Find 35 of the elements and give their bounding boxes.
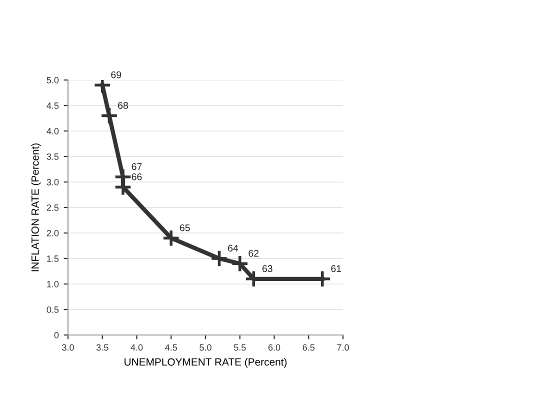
x-tick-label: 3.0 <box>62 344 74 351</box>
y-tick-label: 0 <box>54 332 59 338</box>
x-tick-label: 5.0 <box>200 344 212 351</box>
y-tick-label: 4.0 <box>46 128 59 134</box>
x-tick-label: 4.0 <box>130 344 143 351</box>
x-tick-label: 5.5 <box>234 344 246 351</box>
y-tick-label: 3.0 <box>46 178 59 186</box>
x-tick-label: 4.5 <box>165 344 178 351</box>
y-tick-label: 0.5 <box>46 306 59 313</box>
point <box>100 106 118 125</box>
annotation: 66 <box>132 173 142 180</box>
annotation: 63 <box>262 265 272 272</box>
point <box>230 254 249 273</box>
point <box>162 229 180 248</box>
annotation: 64 <box>228 244 238 252</box>
annotation: 68 <box>118 102 128 109</box>
y-tick-label: 2.5 <box>46 204 59 211</box>
y-tick-label: 3.5 <box>46 153 59 160</box>
point <box>210 249 228 268</box>
annotation: 69 <box>111 71 122 78</box>
y-tick-label: 1.5 <box>47 256 59 262</box>
annotation: 65 <box>180 224 190 232</box>
y-tick-label: 2.0 <box>46 230 59 236</box>
x-tick-label: 7.0 <box>337 344 349 351</box>
x-tick-label: 3.5 <box>96 344 108 351</box>
annotation: 62 <box>248 250 259 257</box>
x-tick-label: 6.5 <box>302 344 315 351</box>
y-tick-label: 4.5 <box>46 102 59 109</box>
x-axis-title: UNEMPLOYMENT RATE (Percent) <box>124 358 287 368</box>
y-tick-label: 1.0 <box>47 280 59 288</box>
annotation: 61 <box>331 265 342 272</box>
y-tick-label: 5.0 <box>46 76 59 84</box>
y-axis-title: INFLATION RATE (Percent) <box>31 144 41 272</box>
x-tick-label: 6.0 <box>268 344 280 351</box>
annotation: 67 <box>132 163 142 170</box>
